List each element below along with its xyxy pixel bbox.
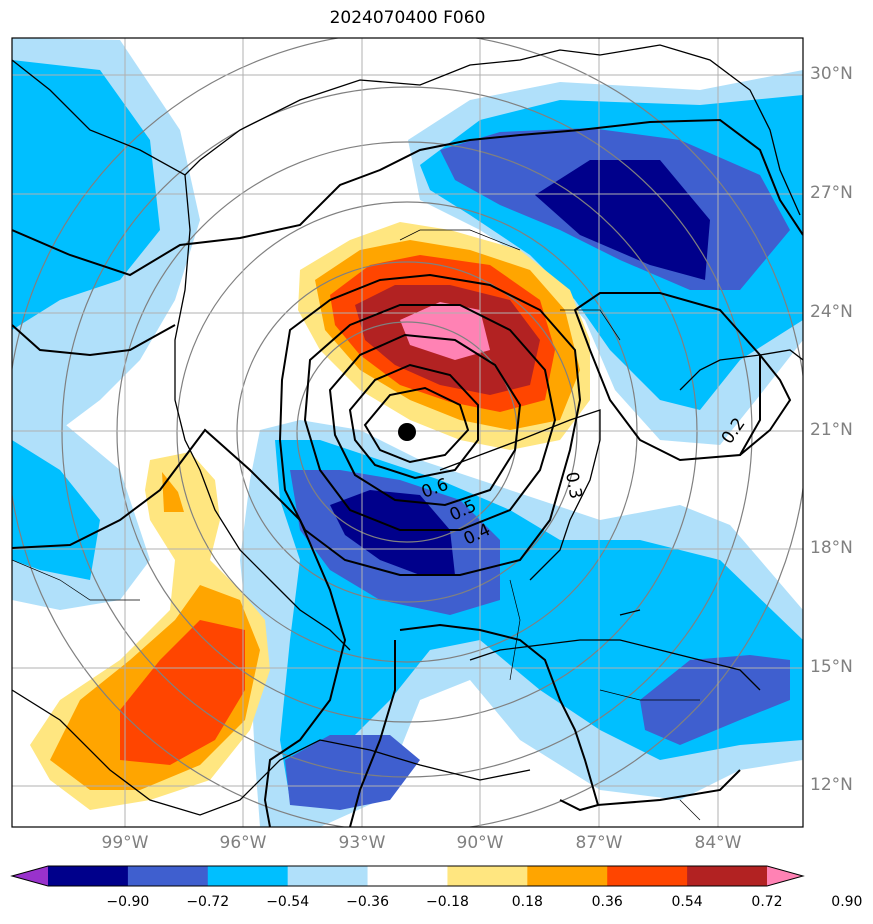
coastlines (12, 44, 803, 816)
colorbar-extend-left (12, 866, 48, 886)
colorbar-cell (287, 866, 369, 886)
colorbar-cell (48, 866, 129, 886)
colorbar-tick-label: 0.36 (591, 894, 623, 910)
contour-0p4 (303, 304, 557, 531)
range-rings (12, 38, 803, 827)
colorbar-tick-label: −0.72 (186, 894, 230, 910)
colorbar-tick-label: −0.54 (266, 894, 310, 910)
contour-0p5 (328, 333, 522, 507)
colorbar-cell (127, 866, 209, 886)
colorbar-tick-label: −0.18 (425, 894, 469, 910)
contour-0p7 (363, 386, 470, 464)
lat-label-24n: 24°N (810, 302, 853, 322)
florida-cuba (679, 349, 803, 391)
storm-center-dot (398, 423, 416, 441)
lon-label-99w: 99°W (101, 833, 149, 853)
negative-region-south-core (330, 490, 455, 575)
lon-label-90w: 90°W (456, 833, 504, 853)
positive-region-gulf-max (400, 302, 490, 360)
colorbar-cell (447, 866, 528, 886)
colorbar (10, 865, 805, 887)
yucatan-coast (439, 409, 601, 581)
contour-outer-north (12, 118, 803, 277)
lon-label-96w: 96°W (219, 833, 267, 853)
texas-coast (174, 174, 351, 651)
colorbar-extend-right (767, 866, 803, 886)
gulf-coast-north (12, 44, 801, 216)
colorbar-tick-label: 0.54 (671, 894, 703, 910)
negative-region-southeast-deep (640, 655, 790, 745)
political-borders (12, 229, 701, 821)
contour-south-loop (349, 640, 396, 827)
lat-label-21n: 21°N (810, 420, 853, 440)
contour-0p3 (278, 273, 582, 576)
contour-label-03: 0.3 (561, 470, 585, 500)
lon-label-93w: 93°W (338, 833, 386, 853)
contour-0p6 (348, 363, 479, 480)
negative-region-west-edge-mid (12, 440, 100, 580)
lat-label-12n: 12°N (810, 775, 853, 795)
lat-label-18n: 18°N (810, 538, 853, 558)
colorbar-cell (527, 866, 608, 886)
negative-region-northeast-core (535, 160, 710, 280)
colorbar-tick-label: 0.72 (751, 894, 783, 910)
contour-outer-west (12, 324, 176, 357)
colorbar-tick-label: 0.18 (511, 894, 543, 910)
colorbar-cell (207, 866, 289, 886)
contour-south-main (12, 428, 347, 827)
colorbar-cell (607, 866, 688, 886)
lon-label-84w: 84°W (694, 833, 742, 853)
colorbar-cell (367, 866, 448, 886)
thick-contours (12, 118, 803, 827)
lat-label-27n: 27°N (810, 183, 853, 203)
colorbar-tick-label: −0.36 (346, 894, 389, 910)
positive-region-southwest-strong (120, 620, 245, 765)
map-frame (11, 37, 804, 828)
colorbar-tick-label: −0.90 (106, 894, 150, 910)
lat-label-15n: 15°N (810, 657, 853, 677)
contour-south-right (559, 799, 599, 812)
pacific-coast (12, 689, 531, 816)
contour-0p2 (739, 354, 792, 456)
map-body: 0.6 0.5 0.4 0.3 0.2 (12, 38, 803, 827)
lon-label-87w: 87°W (575, 833, 623, 853)
negative-region-northwest-mid (12, 60, 160, 330)
contour-fl (573, 292, 761, 462)
map-title: 2024070400 F060 (329, 8, 486, 28)
colorbar-cell (687, 866, 768, 886)
lat-label-30n: 30°N (810, 64, 853, 84)
colorbar-tick-label: 0.90 (831, 894, 863, 910)
central-america-coast (469, 639, 761, 691)
contour-south-gyre (399, 623, 741, 807)
cuba-island (619, 609, 641, 616)
positive-region-southwest-small (162, 472, 184, 512)
